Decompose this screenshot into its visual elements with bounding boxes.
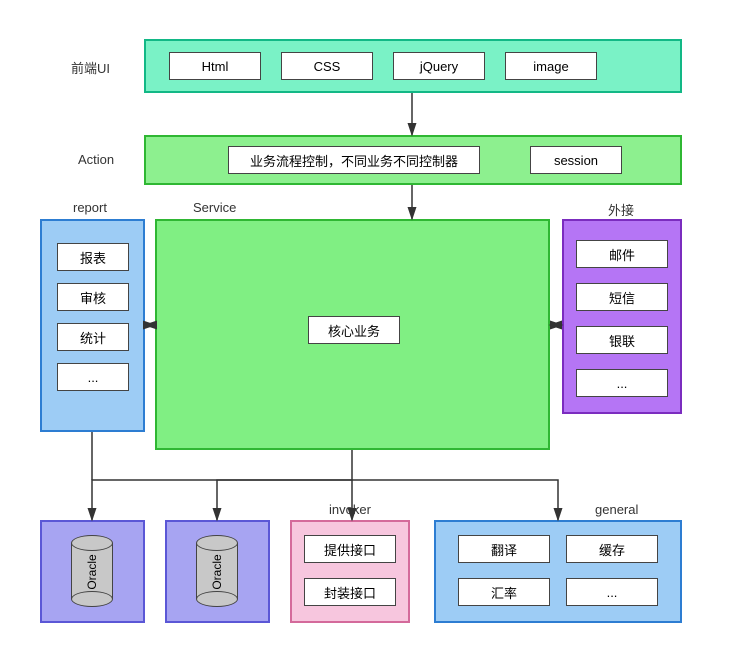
invoker-label: invoker xyxy=(329,502,371,517)
general-box: 翻译 xyxy=(458,535,550,563)
general-label: general xyxy=(595,502,638,517)
external-box: ... xyxy=(576,369,668,397)
external-box: 短信 xyxy=(576,283,668,311)
invoker-box: 封装接口 xyxy=(304,578,396,606)
frontend-box: Html xyxy=(169,52,261,80)
frontend-box: image xyxy=(505,52,597,80)
action-label: Action xyxy=(78,152,114,167)
diagram-canvas: 前端UI Html CSS jQuery image Action 业务流程控制，不同业务不… xyxy=(0,0,751,661)
oracle1-cyl-label: Oracle xyxy=(85,542,99,602)
report-label: report xyxy=(73,200,107,215)
frontend-label: 前端UI xyxy=(71,58,110,77)
external-box: 邮件 xyxy=(576,240,668,268)
external-box: 银联 xyxy=(576,326,668,354)
service-label: Service xyxy=(193,200,236,215)
oracle1-cylinder: Oracle xyxy=(71,535,113,607)
general-box: 缓存 xyxy=(566,535,658,563)
external-label: 外接 xyxy=(608,200,634,219)
report-box: ... xyxy=(57,363,129,391)
report-box: 审核 xyxy=(57,283,129,311)
report-box: 统计 xyxy=(57,323,129,351)
action-box: 业务流程控制，不同业务不同控制器 xyxy=(228,146,480,174)
oracle2-cylinder: Oracle xyxy=(196,535,238,607)
frontend-box: jQuery xyxy=(393,52,485,80)
general-box: 汇率 xyxy=(458,578,550,606)
action-box: session xyxy=(530,146,622,174)
invoker-box: 提供接口 xyxy=(304,535,396,563)
service-box: 核心业务 xyxy=(308,316,400,344)
oracle2-cyl-label: Oracle xyxy=(210,542,224,602)
report-box: 报表 xyxy=(57,243,129,271)
general-box: ... xyxy=(566,578,658,606)
frontend-box: CSS xyxy=(281,52,373,80)
